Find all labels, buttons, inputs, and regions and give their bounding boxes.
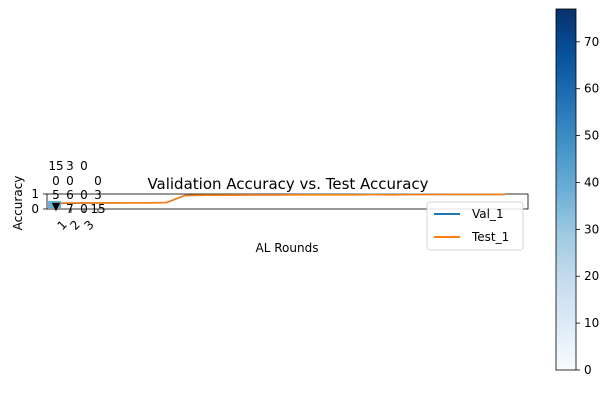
inset-cell-label: 3 xyxy=(94,188,102,202)
inset-heatmap-cell xyxy=(48,201,61,208)
series-line-test-1 xyxy=(53,193,505,204)
inset-cell-label: 0 xyxy=(80,159,88,173)
colorbar-tick-label: 0 xyxy=(584,363,592,377)
legend-label-val-1: Val_1 xyxy=(472,207,504,221)
colorbar-ticks: 0 10 20 30 40 50 60 70 xyxy=(576,35,599,377)
legend: Val_1 Test_1 xyxy=(426,201,524,251)
x-tick-label: 2 xyxy=(68,218,83,233)
x-tick-label: 1 xyxy=(55,218,70,233)
colorbar-gradient xyxy=(555,8,577,371)
legend-label-test-1: Test_1 xyxy=(471,230,509,244)
y-tick-label: 1 xyxy=(31,187,39,201)
inset-cell-label: 3 xyxy=(66,159,74,173)
inset-cell-label: 15 xyxy=(90,202,105,216)
colorbar-tick-label: 70 xyxy=(584,35,599,49)
main-axes: Validation Accuracy vs. Test Accuracy AL… xyxy=(11,175,529,255)
inset-heatmap: ▼ 15 3 00 0 05 6 0 37 0 15 xyxy=(48,159,106,216)
inset-heatmap-labels: 15 3 00 0 05 6 0 37 0 15 xyxy=(48,159,105,216)
y-axis-label: Accuracy xyxy=(11,176,25,231)
inset-cell-label: 0 xyxy=(80,188,88,202)
colorbar-tick-label: 30 xyxy=(584,222,599,236)
inset-cell-label: 0 xyxy=(66,174,74,188)
colorbar-tick-label: 60 xyxy=(584,82,599,96)
inset-heatmap-marker: ▼ xyxy=(52,200,61,213)
chart-title: Validation Accuracy vs. Test Accuracy xyxy=(147,175,428,193)
colorbar-tick-label: 50 xyxy=(584,129,599,143)
x-axis-label: AL Rounds xyxy=(256,241,319,255)
series-layer xyxy=(52,193,505,205)
inset-cell-label: 7 xyxy=(66,202,74,216)
x-tick-label: 3 xyxy=(82,218,97,233)
inset-cell-label: 0 xyxy=(52,174,60,188)
inset-cell-label: 6 xyxy=(66,188,74,202)
inset-cell-label: 0 xyxy=(80,202,88,216)
inset-cell-label: 15 xyxy=(48,159,63,173)
inset-cell-label: 0 xyxy=(94,174,102,188)
colorbar: 0 10 20 30 40 50 60 70 xyxy=(555,8,599,377)
y-tick-label: 0 xyxy=(31,202,39,216)
y-ticks: 01 xyxy=(31,187,47,216)
colorbar-tick-label: 10 xyxy=(584,316,599,330)
inset-cell-label: 5 xyxy=(52,188,60,202)
colorbar-tick-label: 20 xyxy=(584,269,599,283)
colorbar-tick-label: 40 xyxy=(584,175,599,189)
